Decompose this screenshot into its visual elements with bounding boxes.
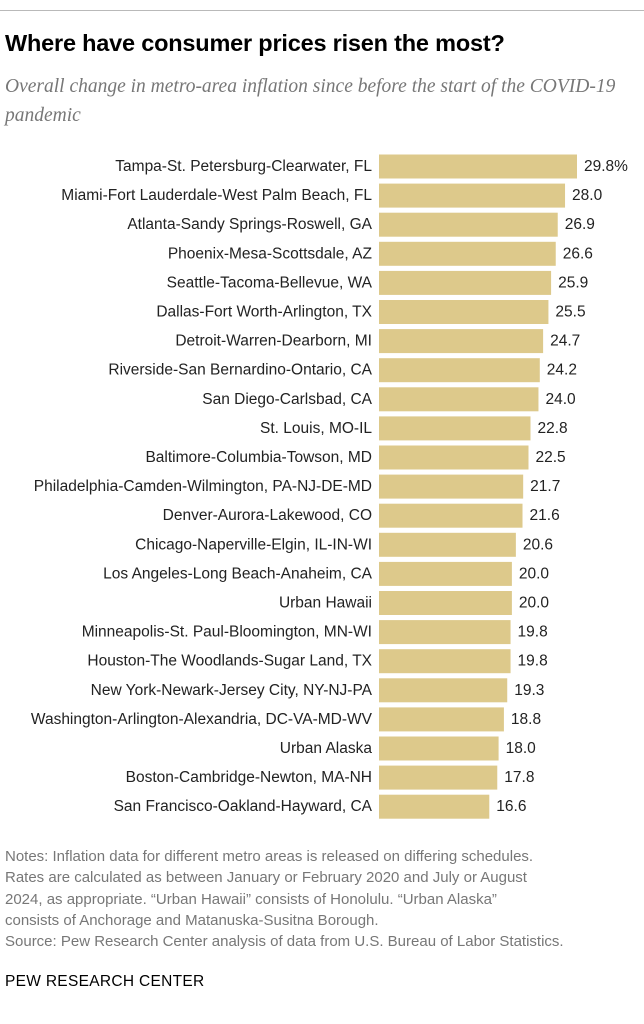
bar	[379, 532, 516, 557]
bar	[379, 736, 499, 761]
chart-title: Where have consumer prices risen the mos…	[5, 30, 505, 56]
top-rule	[0, 10, 644, 11]
bar	[379, 620, 511, 645]
category-label: San Diego-Carlsbad, CA	[202, 391, 372, 408]
notes-line: consists of Anchorage and Matanuska-Susi…	[5, 911, 379, 929]
value-label: 26.9	[565, 216, 595, 233]
value-label: 20.6	[523, 536, 553, 553]
chart-subtitle: Overall change in metro-area inflation s…	[5, 76, 616, 126]
category-label: Baltimore-Columbia-Towson, MD	[145, 449, 372, 466]
bar	[379, 707, 504, 732]
bar	[379, 503, 523, 528]
bar	[379, 794, 490, 819]
bar	[379, 474, 524, 499]
value-label: 24.7	[550, 333, 580, 350]
bar	[379, 154, 577, 179]
notes-line: Notes: Inflation data for different metr…	[5, 848, 534, 865]
category-label: Riverside-San Bernardino-Ontario, CA	[108, 362, 372, 379]
bar	[379, 358, 540, 383]
category-label: Phoenix-Mesa-Scottsdale, AZ	[168, 245, 372, 262]
category-label: Urban Alaska	[280, 740, 373, 757]
bar	[379, 649, 511, 674]
category-label: Miami-Fort Lauderdale-West Palm Beach, F…	[61, 187, 372, 204]
category-label: San Francisco-Oakland-Hayward, CA	[114, 798, 373, 815]
bar	[379, 765, 498, 790]
value-label: 24.0	[545, 391, 576, 408]
value-label: 17.8	[504, 769, 534, 786]
bar	[379, 416, 531, 441]
value-label: 25.5	[555, 304, 585, 321]
value-label: 20.0	[519, 595, 550, 612]
value-label: 16.6	[496, 798, 526, 815]
bar	[379, 591, 512, 615]
bar	[379, 270, 552, 295]
category-label: Urban Hawaii	[279, 595, 372, 612]
source-line: Source: Pew Research Center analysis of …	[5, 933, 564, 951]
value-label: 25.9	[558, 274, 588, 291]
category-label: Chicago-Naperville-Elgin, IL-IN-WI	[135, 536, 372, 553]
category-label: Atlanta-Sandy Springs-Roswell, GA	[127, 216, 372, 233]
bar	[379, 300, 549, 324]
value-label: 22.8	[537, 420, 567, 437]
value-label: 21.7	[530, 478, 560, 495]
value-label: 20.0	[519, 565, 550, 582]
value-label: 18.8	[511, 711, 541, 728]
value-label: 21.6	[530, 507, 560, 524]
category-label: Tampa-St. Petersburg-Clearwater, FL	[115, 158, 372, 175]
bar	[379, 329, 544, 354]
value-label: 19.3	[514, 682, 544, 699]
category-label: Detroit-Warren-Dearborn, MI	[175, 333, 372, 350]
value-label: 18.0	[506, 740, 537, 757]
bar	[379, 561, 512, 586]
category-label: Dallas-Fort Worth-Arlington, TX	[156, 304, 372, 321]
value-label: 22.5	[535, 449, 565, 466]
value-label: 29.8%	[584, 158, 628, 175]
bar	[379, 445, 529, 470]
value-label: 28.0	[572, 187, 603, 204]
bar	[379, 183, 566, 208]
category-label: Houston-The Woodlands-Sugar Land, TX	[87, 653, 372, 670]
notes-line: 2024, as appropriate. “Urban Hawaii” con…	[5, 890, 497, 908]
category-label: Minneapolis-St. Paul-Bloomington, MN-WI	[82, 624, 372, 641]
category-label: St. Louis, MO-IL	[260, 420, 372, 437]
bar	[379, 241, 556, 266]
bar	[379, 212, 558, 237]
category-label: New York-Newark-Jersey City, NY-NJ-PA	[91, 682, 373, 699]
category-label: Philadelphia-Camden-Wilmington, PA-NJ-DE…	[34, 478, 372, 495]
value-label: 19.8	[518, 624, 548, 641]
category-label: Boston-Cambridge-Newton, MA-NH	[126, 769, 372, 786]
value-label: 24.2	[547, 362, 577, 379]
value-label: 19.8	[518, 653, 548, 670]
category-label: Washington-Arlington-Alexandria, DC-VA-M…	[31, 711, 373, 728]
category-label: Seattle-Tacoma-Bellevue, WA	[167, 274, 373, 291]
category-label: Denver-Aurora-Lakewood, CO	[163, 507, 372, 524]
category-label: Los Angeles-Long Beach-Anaheim, CA	[103, 565, 372, 582]
notes-block: Notes: Inflation data for different metr…	[5, 846, 641, 952]
notes-line: Rates are calculated as between January …	[5, 869, 527, 887]
bar-chart: Tampa-St. Petersburg-Clearwater, FL 29.8%…	[31, 154, 628, 819]
pew-logo-text: PEW RESEARCH CENTER	[5, 973, 205, 990]
bar	[379, 387, 539, 412]
value-label: 26.6	[563, 245, 593, 262]
bar	[379, 678, 508, 703]
